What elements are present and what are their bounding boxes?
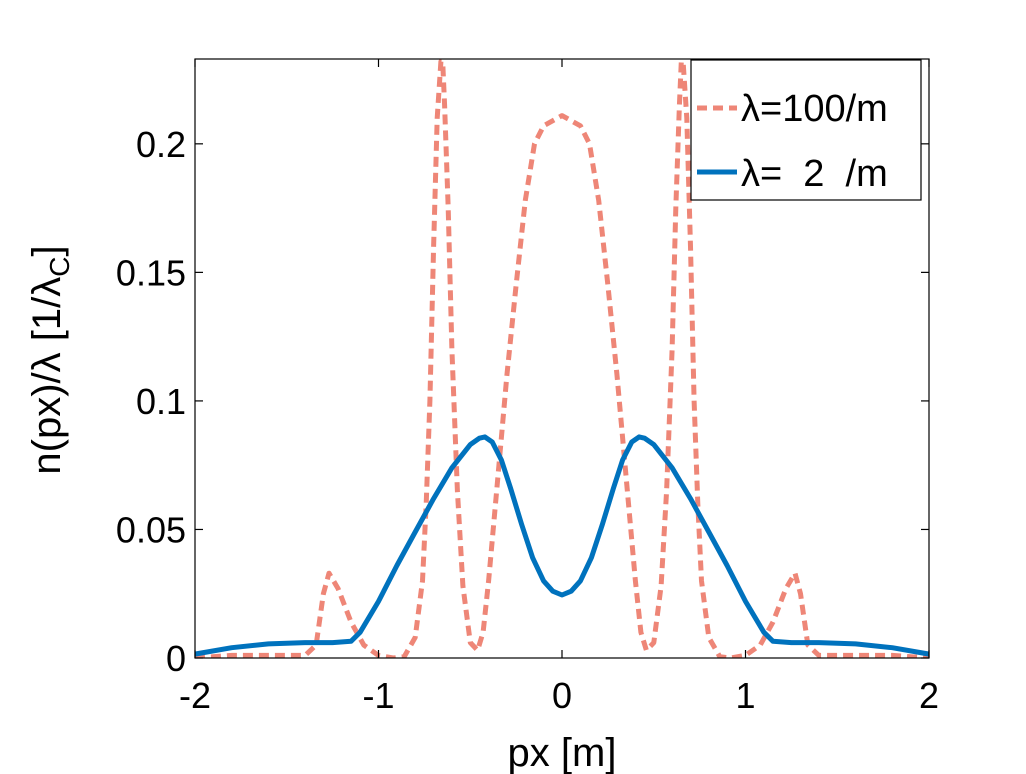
x-tick-label: -1 [362,675,394,716]
x-tick-label: 1 [735,675,755,716]
y-axis-label-close: ] [25,245,69,256]
y-tick-label: 0.05 [116,509,186,550]
y-tick-label: 0.2 [136,124,186,165]
y-axis-label-subscript: C [44,257,75,277]
y-tick-label: 0.1 [136,381,186,422]
x-tick-label: 0 [552,675,572,716]
series-line-2 [195,434,929,657]
legend-label-series-1: λ=100/m [741,88,888,130]
tick-layer: -2 -1 0 1 2 0 0.05 0.1 0.15 0.2 [116,59,939,716]
y-tick-label: 0.15 [116,252,186,293]
x-tick-label: -2 [179,675,211,716]
y-tick-label: 0 [166,638,186,679]
y-axis-label: n(px)/λ [1/λC] [25,245,75,474]
legend-box [690,59,922,201]
legend-label-series-2: λ= 2 /m [741,153,888,195]
series-line-1 [195,59,929,658]
y-axis-label-main: n(px)/λ [1/λ [25,277,69,475]
legend: λ=100/m λ= 2 /m [690,59,922,201]
series-layer [195,59,929,658]
x-tick-label: 2 [919,675,939,716]
x-axis-label: px [m] [508,731,617,774]
